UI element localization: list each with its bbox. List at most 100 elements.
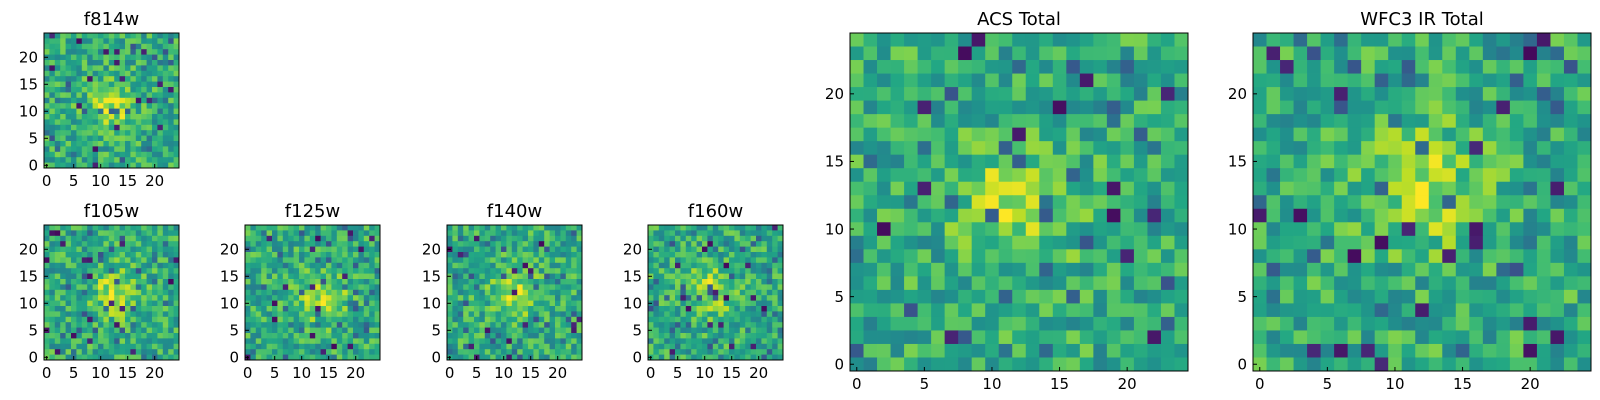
heatmap-cell [261,246,267,253]
heatmap-cell [54,316,61,323]
heatmap-cell [272,279,278,285]
heatmap-cell [309,354,316,361]
heatmap-cell [1320,235,1335,250]
heatmap-cell [1174,249,1189,264]
heatmap-cell [293,338,300,345]
heatmap-cell [98,157,104,163]
heatmap-cell [669,300,676,307]
heatmap-cell [685,225,692,231]
heatmap-cell [54,349,61,355]
heatmap-cell [1093,276,1108,291]
heatmap-cell [65,135,72,142]
heatmap-cell [342,311,348,318]
heatmap-cell [135,81,142,88]
heatmap-cell [98,241,104,247]
heatmap-cell [712,333,719,339]
heatmap-cell [1025,168,1040,183]
heatmap-cell [54,103,61,109]
heatmap-cell [374,241,381,247]
heatmap-cell [1550,262,1565,277]
heatmap-cell [288,300,294,307]
heatmap-cell [712,257,719,264]
heatmap-cell [533,241,540,247]
heatmap-cell [1442,289,1457,304]
heatmap-cell [152,230,158,237]
heatmap-cell [1160,330,1175,345]
heatmap-cell [119,81,126,88]
heatmap-cell [745,252,751,258]
heatmap-cell [119,306,126,312]
heatmap-cell [1401,60,1416,74]
heatmap-cell [1361,100,1376,115]
heatmap-cell [71,38,77,45]
heatmap-cell [98,76,104,82]
heatmap-cell [245,225,251,231]
heatmap-cell [522,246,529,253]
heatmap-cell [1509,208,1524,223]
heatmap-cell [81,38,88,45]
heatmap-cell [162,306,169,312]
heatmap-cell [60,92,66,99]
heatmap-cell [71,114,77,120]
heatmap-cell [146,119,153,126]
heatmap-cell [511,300,518,307]
heatmap-cell [1093,127,1108,142]
heatmap-cell [739,252,746,258]
heatmap-cell [44,349,50,355]
heatmap-cell [87,295,93,301]
heatmap-cell [664,343,670,350]
heatmap-cell [560,327,567,334]
heatmap-cell [146,311,153,318]
heatmap-cell [299,273,305,280]
heatmap-cell [850,208,864,223]
heatmap-cell [998,222,1013,237]
heatmap-cell [1401,46,1416,61]
heatmap-cell [1120,222,1135,237]
heatmap-cell [1401,73,1416,88]
heatmap-cell [146,262,153,269]
heatmap-cell [729,246,735,253]
y-tick-label: 10 [422,295,441,313]
heatmap-cell [363,279,370,285]
heatmap-cell [944,141,959,156]
heatmap-cell [108,306,115,312]
heatmap-cell [517,225,523,231]
heatmap-cell [1120,114,1135,129]
heatmap-cell [890,289,905,304]
heatmap-cell [723,306,730,312]
y-tick-label: 10 [220,295,239,313]
heatmap-cell [1509,100,1524,115]
heatmap-cell [1266,154,1281,169]
heatmap-cell [1347,181,1362,196]
heatmap-cell [326,311,332,318]
heatmap-cell [49,81,56,88]
heatmap-cell [506,311,513,318]
heatmap-cell [108,92,115,99]
heatmap-cell [468,262,475,269]
heatmap-cell [756,343,762,350]
heatmap-cell [103,284,110,291]
heatmap-cell [1577,154,1592,169]
heatmap-cell [135,322,142,328]
heatmap-cell [60,343,66,350]
heatmap-cell [958,357,973,372]
heatmap-cell [114,225,120,231]
heatmap-cell [108,273,115,280]
heatmap-cell [723,311,730,318]
heatmap-cell [1469,316,1484,331]
heatmap-cell [712,235,719,242]
heatmap-cell [702,273,708,280]
heatmap-cell [76,81,83,88]
heatmap-cell [87,268,93,274]
heatmap-cell [299,311,305,318]
heatmap-cell [320,257,327,264]
heatmap-cell [457,289,464,296]
heatmap-cell [777,230,784,237]
heatmap-cell [358,279,365,285]
heatmap-cell [506,338,513,345]
heatmap-cell [358,306,365,312]
heatmap-cell [664,289,670,296]
heatmap-cell [44,97,50,104]
heatmap-cell [1280,181,1294,196]
heatmap-cell [653,349,660,355]
